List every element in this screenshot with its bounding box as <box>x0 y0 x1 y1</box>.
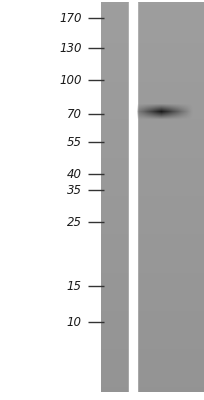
Text: 100: 100 <box>59 74 82 86</box>
Text: 170: 170 <box>59 12 82 24</box>
Text: 55: 55 <box>67 136 82 148</box>
Text: 10: 10 <box>67 316 82 328</box>
Text: 25: 25 <box>67 216 82 228</box>
Text: 70: 70 <box>67 108 82 120</box>
Text: 35: 35 <box>67 184 82 196</box>
Text: 15: 15 <box>67 280 82 292</box>
Text: 130: 130 <box>59 42 82 54</box>
Text: 40: 40 <box>67 168 82 180</box>
